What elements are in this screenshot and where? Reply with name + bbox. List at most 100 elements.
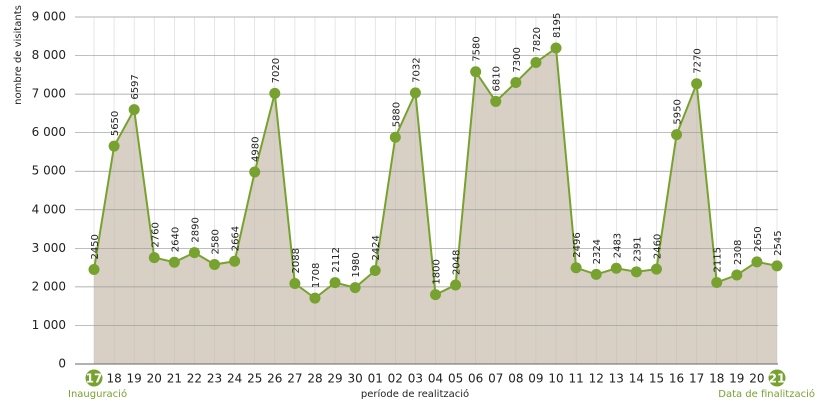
area	[94, 48, 777, 364]
x-axis-label: període de realització	[361, 388, 469, 400]
data-label: 8195	[552, 13, 563, 38]
x-tick-label: 06	[468, 372, 483, 386]
data-label: 2890	[190, 217, 201, 242]
data-label: 2308	[733, 240, 744, 265]
marker	[409, 87, 421, 99]
x-tick-label: 19	[729, 372, 744, 386]
category-highlight	[768, 369, 786, 387]
marker	[671, 129, 683, 141]
marker	[550, 42, 562, 54]
data-label: 2048	[452, 250, 463, 275]
x-tick-label: 15	[649, 372, 664, 386]
x-tick-label: 09	[528, 372, 543, 386]
data-label: 2088	[291, 248, 302, 273]
x-tick-label: 10	[548, 372, 563, 386]
data-label: 7300	[512, 47, 523, 72]
marker	[430, 289, 441, 301]
data-label: 5950	[673, 99, 684, 124]
x-tick-label: 04	[428, 372, 443, 386]
x-tick-label: 26	[267, 372, 282, 386]
x-tick-label: 12	[589, 372, 604, 386]
marker	[88, 264, 100, 276]
data-label: 5650	[110, 111, 121, 136]
y-tick-label: 2 000	[32, 279, 66, 293]
data-label: 2450	[90, 234, 101, 259]
marker	[771, 260, 783, 272]
x-tick-label: 20	[749, 372, 764, 386]
x-tick-label: 20	[147, 372, 162, 386]
data-label: 2424	[371, 235, 382, 260]
x-tick-label: 02	[388, 372, 403, 386]
marker	[711, 276, 723, 288]
x-tick-label: 16	[669, 372, 684, 386]
data-label: 2483	[612, 233, 623, 258]
y-tick-label: 8 000	[32, 48, 66, 62]
y-tick-label: 7 000	[32, 87, 66, 101]
y-tick-label: 5 000	[32, 164, 66, 178]
marker	[650, 263, 662, 275]
x-tick-label: 30	[348, 372, 363, 386]
y-tick-label: 9 000	[32, 10, 66, 24]
x-tick-label: 07	[488, 372, 503, 386]
marker	[610, 262, 622, 274]
marker	[530, 56, 542, 68]
y-tick-label: 1 000	[32, 318, 66, 332]
marker	[389, 131, 401, 143]
marker	[630, 266, 642, 278]
data-label: 2640	[170, 227, 181, 252]
data-label: 7270	[693, 48, 704, 73]
data-label: 7580	[472, 36, 483, 61]
data-label: 1708	[311, 263, 322, 288]
x-tick-label: 27	[287, 372, 302, 386]
marker	[490, 95, 502, 107]
data-label: 1800	[432, 259, 443, 284]
data-label: 7020	[271, 58, 282, 83]
marker	[249, 166, 261, 178]
y-axis-label: nombre de visitants	[13, 5, 24, 105]
marker	[570, 262, 582, 274]
x-tick-label: 18	[709, 372, 724, 386]
marker	[229, 255, 241, 267]
data-label: 6597	[130, 74, 141, 99]
annotation: Inauguració	[68, 388, 127, 400]
marker	[108, 140, 120, 152]
x-tick-label: 28	[307, 372, 322, 386]
data-label: 7820	[532, 27, 543, 52]
data-label: 2650	[753, 226, 764, 251]
marker	[148, 252, 160, 264]
data-label: 2112	[331, 247, 342, 272]
marker	[329, 277, 341, 289]
marker	[209, 259, 221, 271]
data-label: 2391	[632, 236, 643, 261]
data-label: 2545	[773, 230, 784, 255]
x-tick-label: 23	[207, 372, 222, 386]
x-tick-label: 25	[247, 372, 262, 386]
x-tick-label: 29	[327, 372, 342, 386]
x-tick-label: 14	[629, 372, 644, 386]
marker	[168, 256, 180, 268]
marker	[188, 247, 200, 259]
x-tick-label: 03	[408, 372, 423, 386]
data-label: 5880	[391, 102, 402, 127]
x-tick-label: 17	[86, 372, 103, 386]
data-label: 2460	[652, 234, 663, 259]
y-tick-label: 6 000	[32, 125, 66, 139]
x-tick-label: 01	[368, 372, 383, 386]
x-tick-label: 18	[106, 372, 121, 386]
data-label: 2664	[231, 226, 242, 251]
data-label: 1980	[351, 252, 362, 277]
data-label: 2115	[713, 247, 724, 272]
data-label: 2324	[592, 239, 603, 264]
x-tick-label: 22	[187, 372, 202, 386]
x-tick-label: 05	[448, 372, 463, 386]
x-tick-label: 21	[167, 372, 182, 386]
marker	[369, 265, 381, 277]
marker	[128, 104, 140, 116]
marker	[590, 268, 602, 280]
data-label: 4980	[251, 137, 262, 162]
y-tick-label: 3 000	[32, 241, 66, 255]
x-tick-label: 19	[127, 372, 142, 386]
data-label: 6810	[492, 66, 503, 91]
annotation: Data de finalització	[718, 388, 815, 400]
